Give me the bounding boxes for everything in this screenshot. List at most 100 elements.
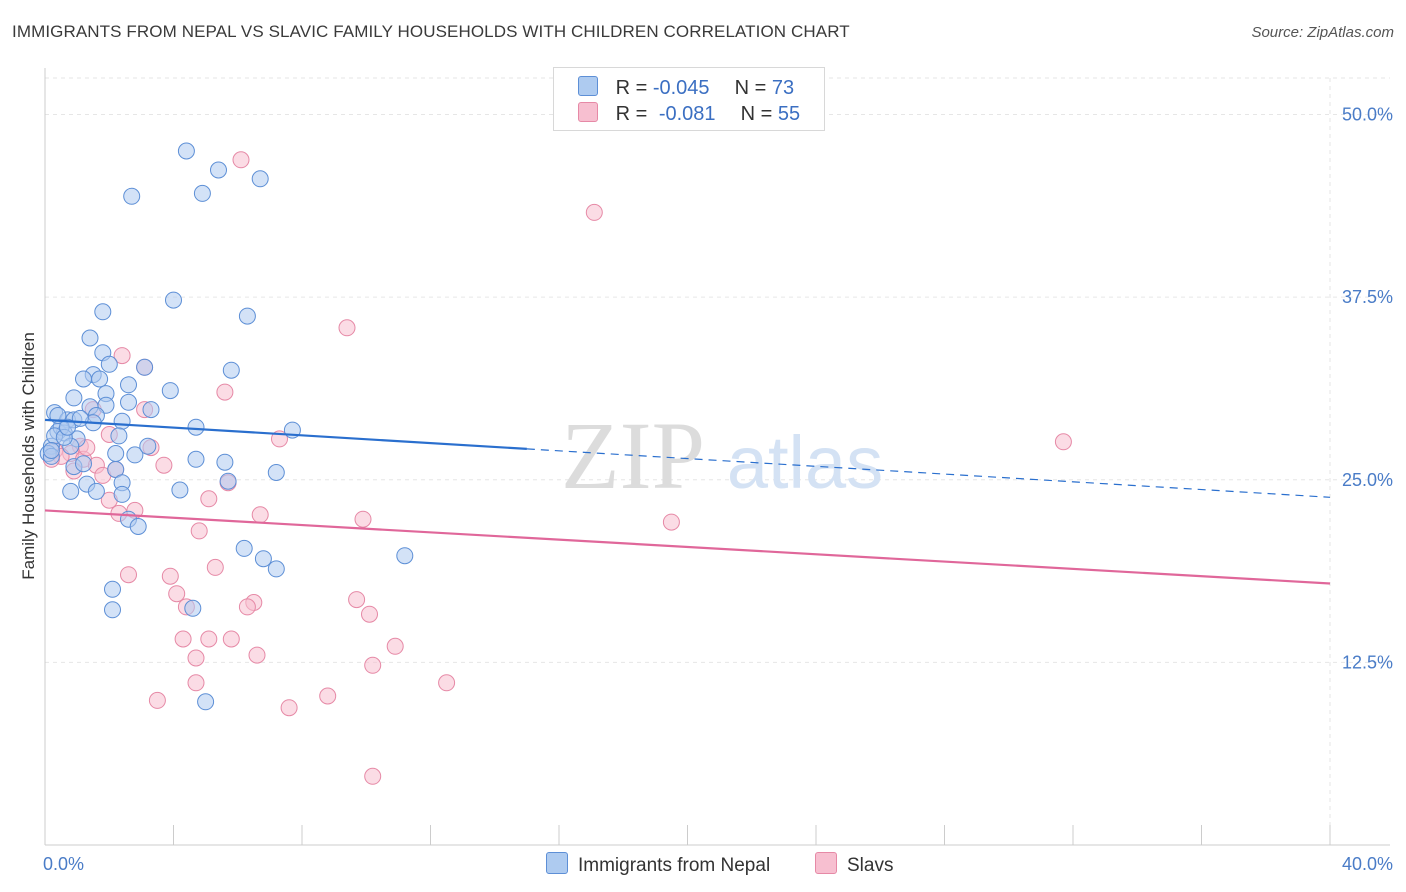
point-nepal bbox=[62, 482, 80, 500]
point-nepal bbox=[59, 418, 76, 436]
point-nepal bbox=[65, 389, 83, 407]
y-tick-label: 37.5% bbox=[1342, 287, 1393, 307]
point-slavs bbox=[364, 767, 382, 785]
trend-line-solid bbox=[44, 509, 1331, 585]
point-nepal bbox=[94, 303, 112, 321]
point-slavs bbox=[438, 674, 456, 692]
point-slavs bbox=[662, 513, 680, 531]
point-slavs bbox=[113, 347, 131, 365]
watermark: ZIP atlas bbox=[561, 402, 883, 509]
point-nepal bbox=[161, 382, 179, 400]
point-nepal bbox=[91, 370, 109, 388]
watermark-zip: ZIP bbox=[561, 402, 705, 509]
point-slavs bbox=[187, 649, 205, 667]
point-nepal bbox=[113, 412, 131, 430]
point-slavs bbox=[190, 522, 208, 540]
point-slavs bbox=[248, 646, 266, 664]
x-tick-label-max: 40.0% bbox=[1342, 854, 1393, 874]
point-slavs bbox=[161, 567, 179, 585]
chart-title: IMMIGRANTS FROM NEPAL VS SLAVIC FAMILY H… bbox=[12, 22, 850, 41]
point-slavs bbox=[222, 630, 240, 648]
point-slavs bbox=[174, 630, 192, 648]
legend-swatch-nepal bbox=[578, 76, 598, 96]
y-tick-label: 25.0% bbox=[1342, 470, 1393, 490]
point-nepal bbox=[120, 376, 137, 394]
point-slavs bbox=[187, 674, 205, 692]
series-nepal bbox=[39, 142, 414, 711]
point-nepal bbox=[219, 472, 237, 490]
point-nepal bbox=[123, 187, 141, 205]
point-nepal bbox=[187, 418, 205, 436]
legend-r-label: R = bbox=[615, 103, 648, 125]
point-nepal bbox=[87, 482, 105, 500]
point-slavs bbox=[338, 319, 356, 337]
point-nepal bbox=[104, 601, 121, 619]
point-nepal bbox=[210, 161, 227, 179]
point-nepal bbox=[216, 453, 234, 471]
y-tick-label: 50.0% bbox=[1342, 105, 1393, 125]
point-nepal bbox=[120, 393, 137, 411]
point-nepal bbox=[184, 599, 202, 617]
point-slavs bbox=[206, 558, 224, 576]
legend-r-value-nepal: -0.045 bbox=[652, 77, 710, 99]
axes bbox=[44, 68, 1390, 846]
legend-n-value-nepal: 73 bbox=[771, 77, 795, 99]
point-nepal bbox=[222, 361, 240, 379]
grid-lines bbox=[45, 77, 1390, 845]
legend-r-value-slavs: -0.081 bbox=[658, 103, 716, 125]
point-nepal bbox=[113, 485, 131, 503]
point-nepal bbox=[235, 539, 253, 557]
point-slavs bbox=[354, 510, 372, 528]
point-slavs bbox=[155, 456, 173, 474]
point-slavs bbox=[148, 691, 166, 709]
point-slavs bbox=[251, 506, 269, 524]
point-nepal bbox=[238, 307, 256, 325]
point-nepal bbox=[267, 464, 285, 481]
bottom-legend-label-slavs: Slavs bbox=[847, 855, 894, 876]
point-nepal bbox=[197, 693, 215, 711]
point-nepal bbox=[107, 445, 125, 462]
point-slavs bbox=[585, 203, 603, 221]
point-slavs bbox=[386, 637, 404, 655]
point-nepal bbox=[75, 455, 92, 473]
point-slavs bbox=[319, 687, 337, 705]
point-nepal bbox=[136, 358, 154, 376]
x-tick-label-min: 0.0% bbox=[43, 854, 84, 874]
point-nepal bbox=[254, 550, 272, 568]
trend-line-solid bbox=[44, 418, 527, 450]
bottom-legend-nepal: Immigrants from Nepal bbox=[546, 852, 770, 877]
point-slavs bbox=[361, 605, 378, 623]
point-slavs bbox=[200, 630, 218, 648]
point-nepal bbox=[42, 442, 60, 459]
point-nepal bbox=[187, 450, 205, 468]
point-nepal bbox=[171, 481, 189, 499]
point-slavs bbox=[238, 598, 256, 616]
point-slavs bbox=[1054, 433, 1072, 451]
point-nepal bbox=[142, 401, 160, 419]
tick-labels: 12.5% 25.0% 37.5% 50.0% 0.0% 40.0% bbox=[43, 105, 1393, 874]
point-slavs bbox=[364, 656, 382, 674]
bottom-legend-slavs: Slavs bbox=[815, 852, 893, 877]
source-label: Source: ZipAtlas.com bbox=[1251, 24, 1394, 41]
point-nepal bbox=[193, 184, 211, 202]
bottom-legend-swatch-slavs bbox=[815, 852, 837, 874]
point-nepal bbox=[396, 547, 414, 565]
point-slavs bbox=[232, 151, 250, 169]
legend-n-label: N = bbox=[734, 77, 767, 99]
point-slavs bbox=[348, 591, 366, 609]
point-slavs bbox=[200, 490, 218, 508]
legend-n-label: N = bbox=[740, 103, 773, 125]
point-nepal bbox=[165, 291, 182, 309]
point-slavs bbox=[280, 699, 298, 717]
y-axis-label: Family Households with Children bbox=[19, 332, 38, 580]
y-tick-label: 12.5% bbox=[1342, 652, 1393, 672]
point-nepal bbox=[81, 329, 99, 347]
legend-r-label: R = bbox=[615, 77, 648, 99]
legend-row-nepal: R = -0.045 N = 73 bbox=[578, 76, 794, 100]
legend-n-value-slavs: 55 bbox=[777, 103, 801, 125]
watermark-atlas: atlas bbox=[727, 421, 883, 504]
point-nepal bbox=[139, 437, 157, 455]
bottom-legend-label-nepal: Immigrants from Nepal bbox=[578, 855, 771, 876]
legend-row-slavs: R = -0.081 N = 55 bbox=[578, 102, 800, 126]
